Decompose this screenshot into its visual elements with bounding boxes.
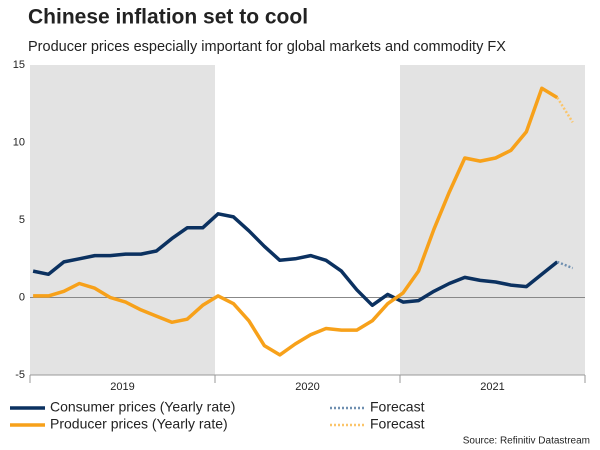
year-band [400,65,585,375]
legend-label: Producer prices (Yearly rate) [50,416,228,432]
legend-label: Consumer prices (Yearly rate) [50,399,235,415]
chart-title: Chinese inflation set to cool [28,6,308,29]
x-group-label: 2021 [480,381,504,393]
y-tick-label: 5 [19,214,25,226]
y-tick-label: 0 [19,291,25,303]
x-group-label: 2019 [110,381,134,393]
series-line [33,86,559,357]
series-line [556,260,574,270]
legend-label: Forecast [370,399,425,415]
y-tick-label: -5 [15,369,25,381]
series-line [556,96,574,123]
x-group-label: 2020 [295,381,319,393]
legend-label: Forecast [370,416,425,432]
series-line [32,212,559,308]
source: Source: Refinitiv Datastream [463,436,590,447]
chart-subtitle: Producer prices especially important for… [28,39,506,55]
y-tick-label: 10 [13,136,25,148]
year-band [30,65,215,375]
y-tick-label: 15 [13,59,25,71]
